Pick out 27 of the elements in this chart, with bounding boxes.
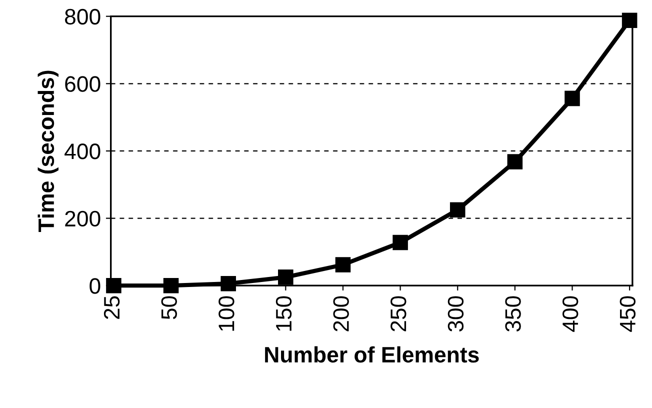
point [335,257,351,272]
point [507,154,523,170]
y-tick-label: 800 [65,8,100,25]
x-tick-label: 400 [562,296,578,332]
y-tick-label: 200 [65,210,100,227]
point [622,12,638,28]
y-tick-label: 0 [90,278,100,294]
x-axis-title: Number of Elements [265,346,479,363]
x-tick-label: 300 [448,296,464,332]
x-tick-label: 350 [505,296,521,332]
x-tick-label: 250 [390,296,406,332]
point [163,278,179,294]
point [564,90,580,106]
x-tick-label: 150 [276,296,292,331]
x-tick-label: 25 [104,296,120,319]
y-tick-label: 400 [64,143,100,160]
point [106,278,122,294]
x-tick-label: 200 [333,296,349,332]
x-tick-label: 100 [218,296,234,331]
point [220,276,236,292]
x-tick-label: 50 [161,296,177,320]
y-axis-title: Time (seconds) [38,70,58,232]
y-tick-label: 600 [65,76,100,92]
x-tick-label: 450 [620,296,636,332]
point [278,270,294,285]
point [450,202,466,218]
point [392,234,408,250]
